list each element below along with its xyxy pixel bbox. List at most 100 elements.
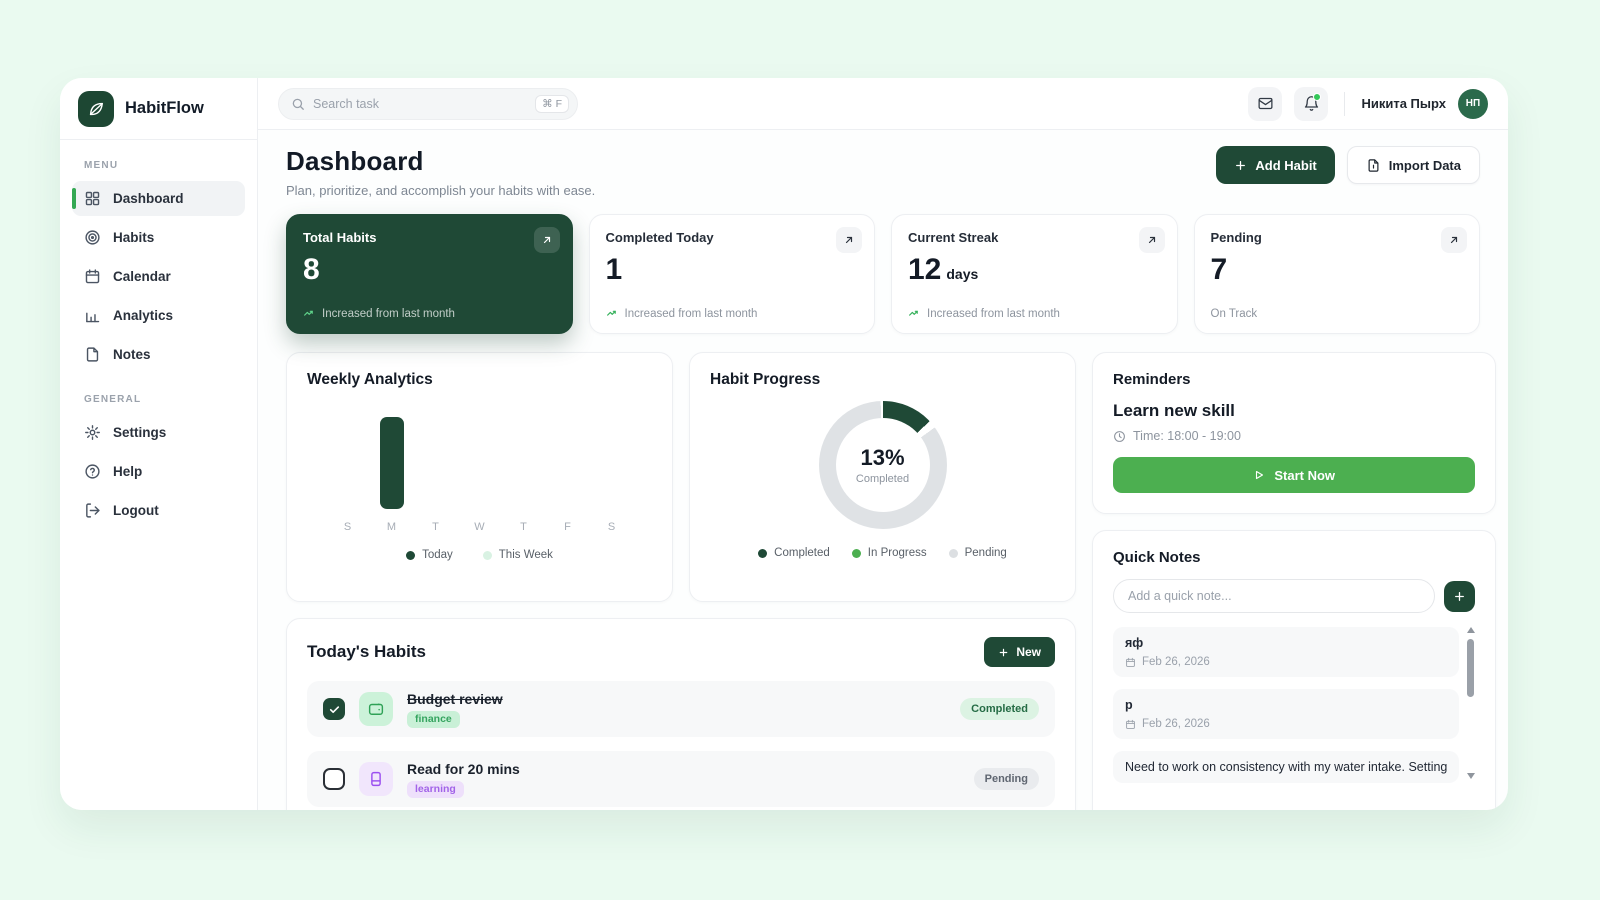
sidebar-item-label: Habits: [113, 230, 155, 245]
stat-title: Completed Today: [605, 230, 714, 245]
note-item[interactable]: р Feb 26, 2026: [1113, 689, 1460, 739]
progress-center-label: Completed: [855, 473, 910, 485]
page-title: Dashboard: [286, 146, 424, 176]
legend-completed-dot: [758, 548, 768, 558]
trend-up-icon: [606, 307, 619, 320]
progress-legend: Completed In Progress Pending: [710, 547, 1055, 559]
note-item[interactable]: Need to work on consistency with my wate…: [1113, 751, 1460, 783]
calendar-icon: [84, 268, 102, 286]
note-item[interactable]: яф Feb 26, 2026: [1113, 627, 1460, 677]
dashboard-content: Dashboard Plan, prioritize, and accompli…: [258, 130, 1508, 810]
app-name: HabitFlow: [125, 99, 204, 117]
stat-title: Total Habits: [303, 230, 377, 245]
new-habit-button[interactable]: New: [984, 637, 1055, 667]
legend-today-dot: [406, 550, 416, 560]
stat-card-pending: Pending 7 On Track: [1193, 214, 1480, 334]
sidebar-item-label: Settings: [113, 425, 167, 440]
quick-notes-title: Quick Notes: [1113, 549, 1201, 566]
sidebar-item-label: Notes: [113, 347, 151, 362]
add-habit-button[interactable]: Add Habit: [1216, 146, 1335, 184]
habit-row-budget-review: Budget review finance Completed: [307, 681, 1055, 737]
sidebar-item-logout[interactable]: Logout: [72, 493, 245, 528]
stat-cards: Total Habits 8 Increased from last month…: [286, 214, 1480, 334]
avatar[interactable]: НП: [1458, 88, 1488, 119]
calendar-small-icon: [1125, 719, 1136, 730]
search-box[interactable]: ⌘ F: [278, 87, 578, 120]
reminders-title: Reminders: [1113, 371, 1191, 388]
sidebar-item-analytics[interactable]: Analytics: [72, 298, 245, 333]
stat-value: 12 days: [908, 253, 979, 286]
progress-percent: 13%: [860, 445, 905, 470]
scrollbar-thumb[interactable]: [1467, 639, 1475, 697]
arrow-up-right-icon[interactable]: [1138, 227, 1165, 253]
stat-card-total-habits: Total Habits 8 Increased from last month: [286, 214, 573, 334]
help-icon: [84, 463, 102, 481]
habit-tag: learning: [407, 780, 464, 798]
target-icon: [84, 229, 102, 247]
sidebar-item-help[interactable]: Help: [72, 454, 245, 489]
weekly-analytics-title: Weekly Analytics: [307, 371, 433, 388]
sidebar-item-label: Analytics: [113, 308, 174, 323]
weekly-bar-chart: S M T W T F S: [326, 411, 634, 533]
sidebar: HabitFlow MENU Dashboard Habits Calendar: [60, 78, 258, 810]
bell-icon: [1303, 95, 1320, 112]
sidebar-item-dashboard[interactable]: Dashboard: [72, 181, 245, 216]
trend-up-icon: [303, 307, 316, 320]
reminder-task: Learn new skill: [1113, 401, 1235, 420]
progress-donut-chart: 13% Completed: [818, 401, 947, 529]
stat-title: Current Streak: [908, 230, 999, 245]
habit-checkbox-checked[interactable]: [323, 698, 345, 720]
arrow-up-right-icon[interactable]: [533, 227, 560, 253]
sidebar-item-calendar[interactable]: Calendar: [72, 259, 245, 294]
play-icon: [1253, 469, 1265, 481]
main-area: ⌘ F Никита Пырх НП: [258, 78, 1508, 810]
page-subtitle: Plan, prioritize, and accomplish your ha…: [286, 183, 596, 198]
habit-progress-card: Habit Progress 13% Completed: [689, 352, 1076, 602]
stat-value: 1: [605, 253, 623, 286]
sidebar-item-label: Calendar: [113, 269, 171, 284]
sidebar-item-label: Help: [113, 464, 143, 479]
notification-dot: [1313, 92, 1322, 101]
status-badge: Completed: [960, 698, 1039, 720]
start-now-button[interactable]: Start Now: [1113, 457, 1476, 493]
book-icon: [359, 762, 393, 796]
gear-icon: [84, 424, 102, 442]
reminders-card: Reminders Learn new skill Time: 18:00 - …: [1092, 352, 1497, 514]
topbar: ⌘ F Никита Пырх НП: [258, 78, 1508, 130]
habit-tag: finance: [407, 710, 460, 728]
notifications-button[interactable]: [1294, 86, 1329, 121]
search-input[interactable]: [313, 96, 528, 111]
add-note-button[interactable]: [1444, 580, 1476, 612]
app-window: HabitFlow MENU Dashboard Habits Calendar: [60, 78, 1508, 810]
arrow-up-right-icon[interactable]: [1441, 227, 1467, 253]
clock-icon: [1113, 430, 1126, 443]
user-name: Никита Пырх: [1361, 96, 1446, 111]
arrow-up-right-icon[interactable]: [836, 227, 862, 253]
quick-note-input[interactable]: [1113, 579, 1436, 613]
logout-icon: [84, 502, 102, 520]
notes-scrollbar[interactable]: [1466, 627, 1476, 783]
sidebar-item-settings[interactable]: Settings: [72, 415, 245, 450]
stat-note: On Track: [1210, 308, 1258, 320]
habit-checkbox-empty[interactable]: [323, 768, 345, 790]
import-data-button[interactable]: Import Data: [1346, 146, 1480, 184]
wallet-icon: [359, 692, 393, 726]
weekly-analytics-card: Weekly Analytics S M T W T F S: [286, 352, 673, 602]
todays-habits-title: Today's Habits: [307, 642, 426, 661]
mail-button[interactable]: [1248, 86, 1283, 121]
sidebar-item-habits[interactable]: Habits: [72, 220, 245, 255]
habit-name: Budget review: [407, 690, 503, 707]
scroll-up-arrow-icon[interactable]: [1467, 627, 1476, 633]
stat-value: 8: [303, 253, 320, 286]
scroll-down-arrow-icon[interactable]: [1467, 773, 1476, 779]
todays-habits-card: Today's Habits New: [286, 618, 1076, 810]
calendar-small-icon: [1125, 657, 1136, 668]
reminder-time: Time: 18:00 - 19:00: [1113, 429, 1475, 443]
stat-note: Increased from last month: [606, 307, 757, 320]
weekly-legend: Today This Week: [307, 549, 652, 561]
grid-icon: [84, 190, 102, 208]
status-badge: Pending: [973, 768, 1039, 790]
sidebar-header: HabitFlow: [60, 78, 257, 140]
habit-progress-title: Habit Progress: [710, 371, 821, 388]
sidebar-item-notes[interactable]: Notes: [72, 337, 245, 372]
